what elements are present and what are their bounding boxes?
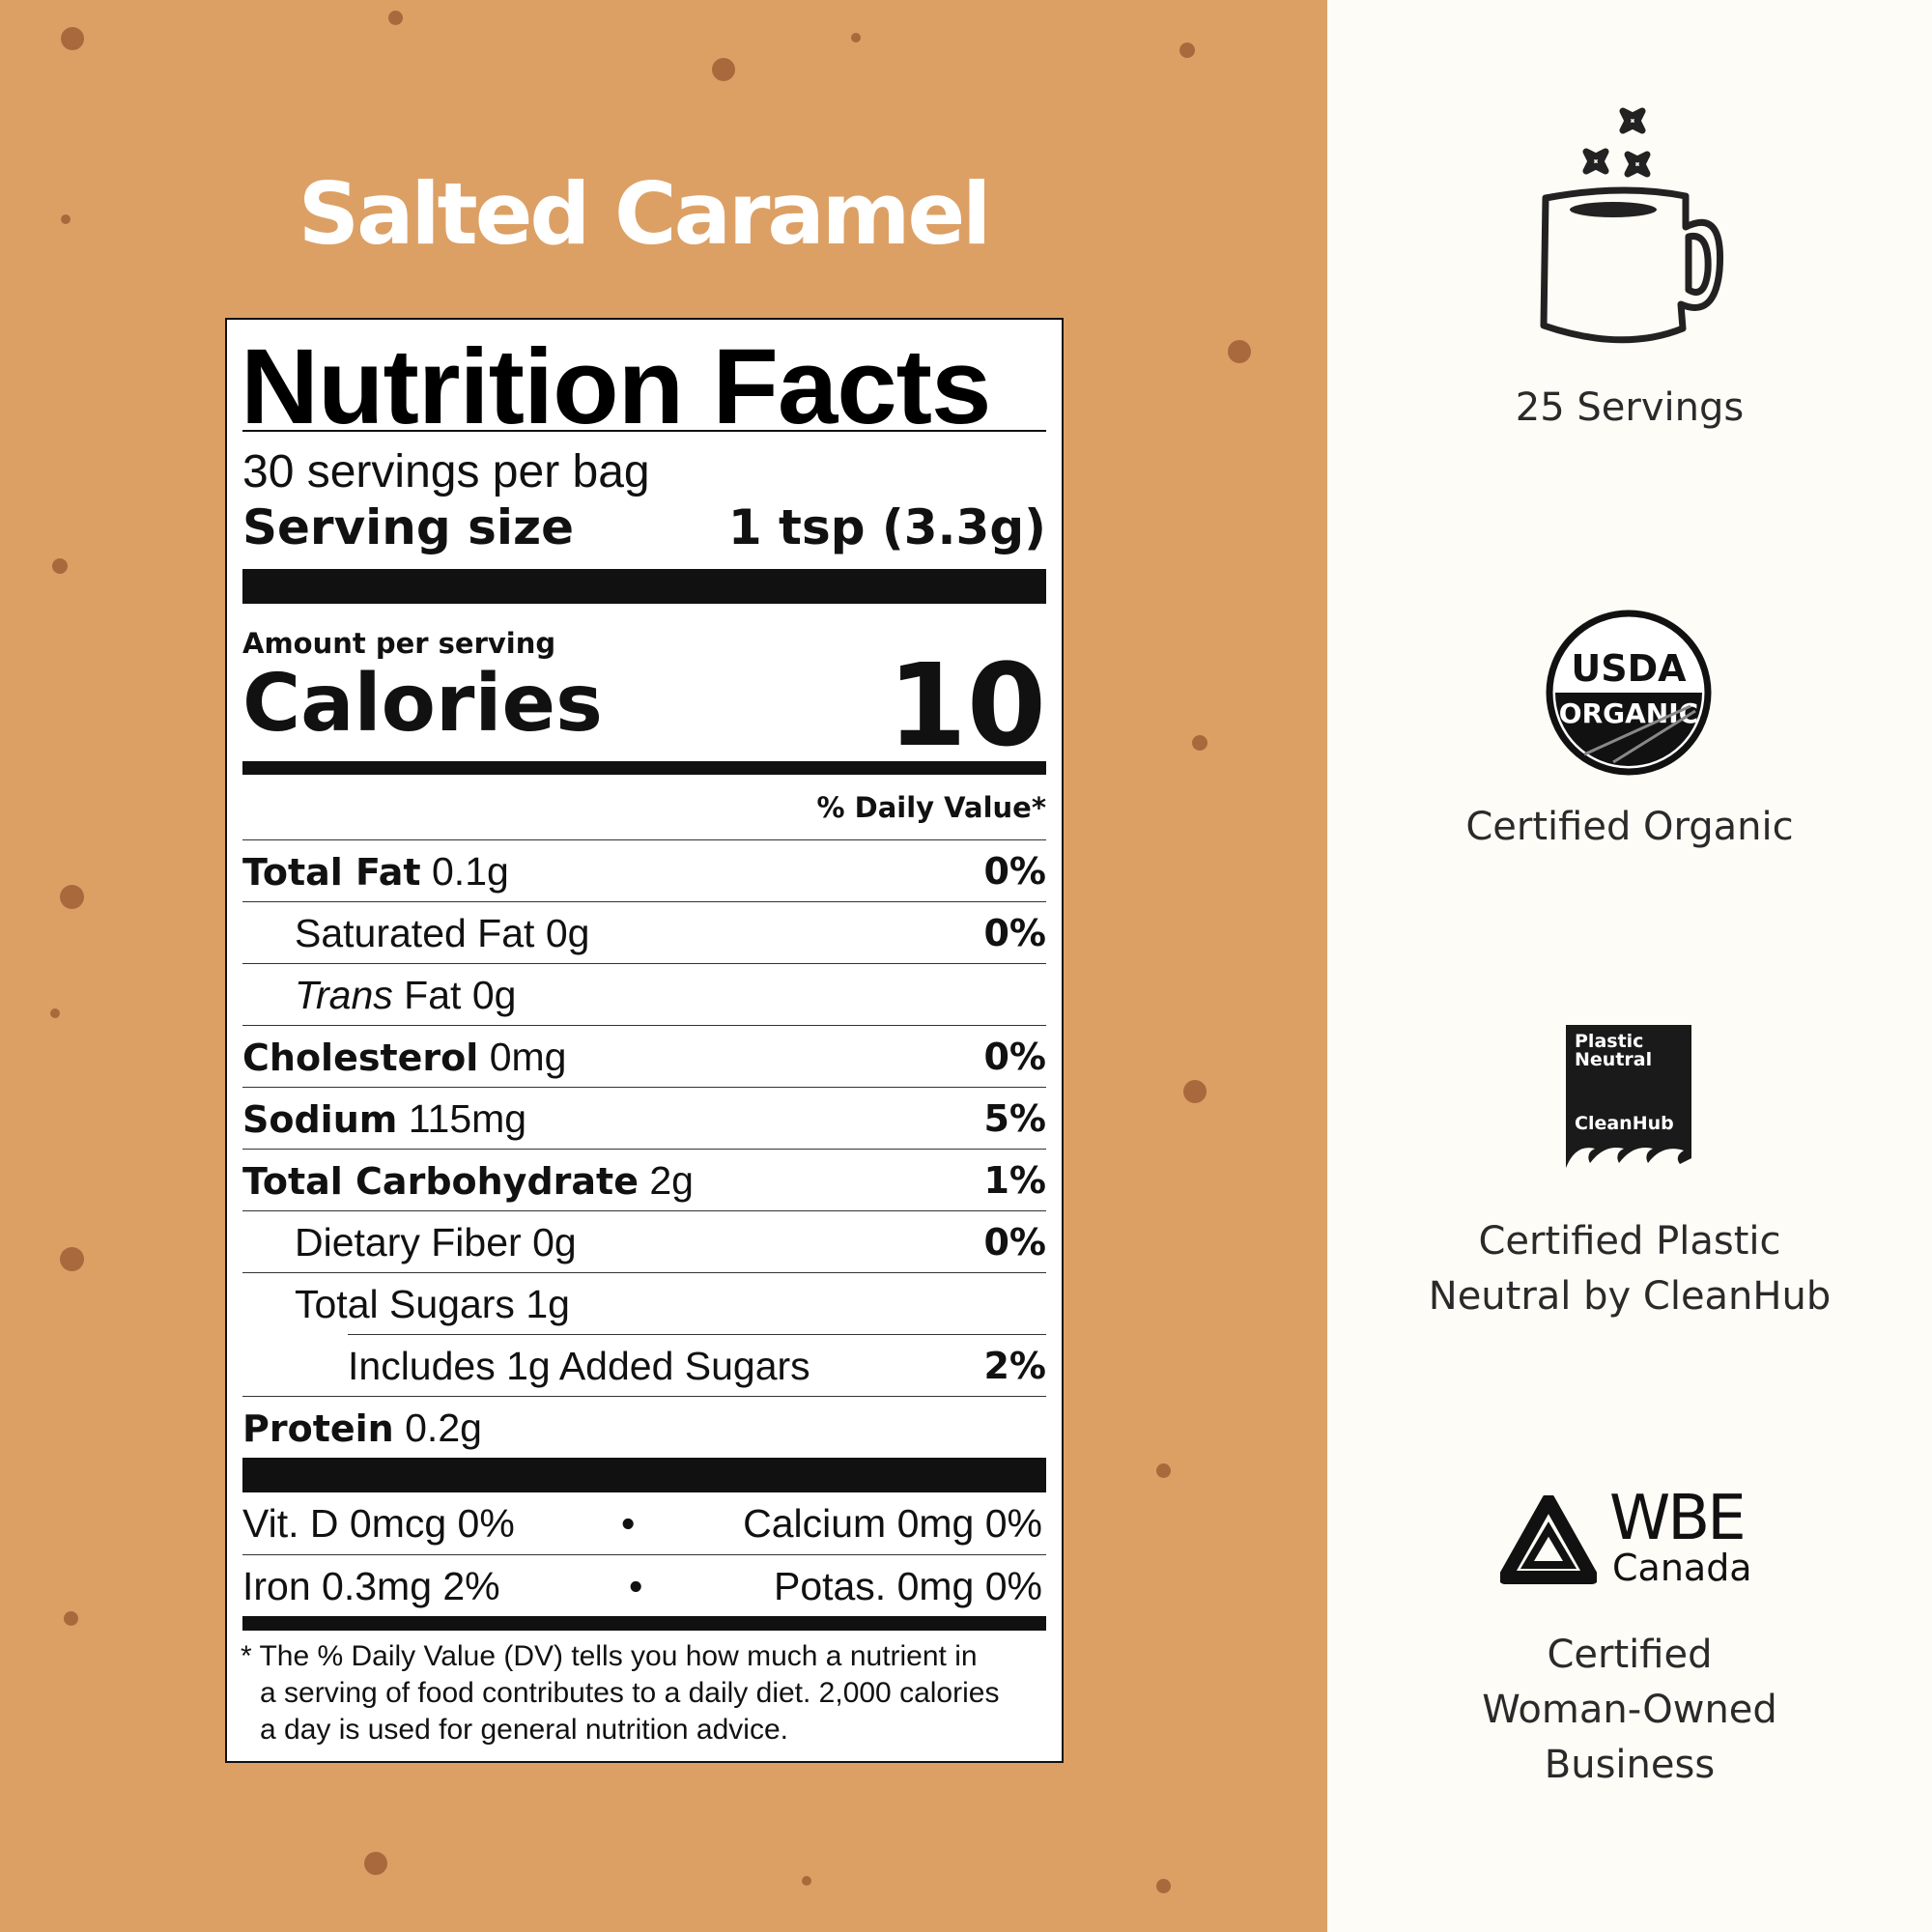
product-title: Salted Caramel	[298, 164, 992, 264]
serving-size-value: 1 tsp (3.3g)	[727, 499, 1046, 555]
nutrient-row-saturated-fat: Saturated Fat 0g 0%	[242, 901, 1046, 963]
vitamin-row: Iron 0.3mg 2% • Potas. 0mg 0%	[242, 1554, 1046, 1616]
usda-text: USDA	[1571, 647, 1687, 690]
servings-badge-text: 25 Servings	[1515, 385, 1745, 430]
plastic-neutral-text: Certified Plastic Neutral by CleanHub	[1428, 1219, 1832, 1319]
nutrient-row-total-carbohydrate: Total Carbohydrate 2g 1%	[242, 1149, 1046, 1210]
nutrient-row-sodium: Sodium 115mg 5%	[242, 1087, 1046, 1149]
mug-icon	[1540, 107, 1724, 344]
wbe-canada-logo: WBE Canada	[1500, 1483, 1761, 1592]
calories-value: 10	[887, 639, 1046, 772]
organic-badge-text: Certified Organic	[1465, 805, 1794, 849]
nutrient-row-protein: Protein 0.2g	[242, 1396, 1046, 1458]
footnote: * The % Daily Value (DV) tells you how m…	[241, 1640, 1000, 1746]
nutrient-row-dietary-fiber: Dietary Fiber 0g 0%	[242, 1210, 1046, 1272]
nutrient-row-total-fat: Total Fat 0.1g 0%	[242, 839, 1046, 901]
daily-value-header: % Daily Value*	[816, 791, 1046, 824]
thick-divider	[242, 569, 1046, 604]
wbe-triangle-icon	[1500, 1495, 1597, 1584]
usda-organic-seal: USDA ORGANIC	[1546, 610, 1712, 776]
servings-per-container: 30 servings per bag	[242, 446, 650, 497]
wbe-badge-text: Certified Woman-Owned Business	[1482, 1633, 1777, 1787]
label-heading: Nutrition Facts	[241, 327, 991, 446]
calories-label: Calories	[242, 658, 603, 750]
amount-per-serving: Amount per serving	[242, 627, 556, 660]
medium-divider	[242, 1616, 1046, 1631]
waves-icon	[1566, 1148, 1691, 1168]
medium-divider	[242, 761, 1046, 775]
nutrition-facts-label: Nutrition Facts 30 servings per bag Serv…	[225, 318, 1064, 1763]
left-panel: Salted Caramel Nutrition Facts 30 servin…	[0, 0, 1327, 1932]
divider	[242, 430, 1046, 432]
nutrient-row-added-sugars: Includes 1g Added Sugars 2%	[348, 1334, 1046, 1396]
nutrient-row-cholesterol: Cholesterol 0mg 0%	[242, 1025, 1046, 1087]
plastic-neutral-logo: Plastic Neutral CleanHub	[1566, 1025, 1691, 1168]
nutrient-row-total-sugars: Total Sugars 1g	[242, 1272, 1046, 1334]
serving-size-label: Serving size	[242, 499, 575, 555]
thick-divider	[242, 1458, 1046, 1492]
vitamin-row: Vit. D 0mcg 0% • Calcium 0mg 0%	[242, 1501, 1042, 1546]
nutrient-row-trans-fat: Trans Fat 0g	[242, 963, 1046, 1025]
